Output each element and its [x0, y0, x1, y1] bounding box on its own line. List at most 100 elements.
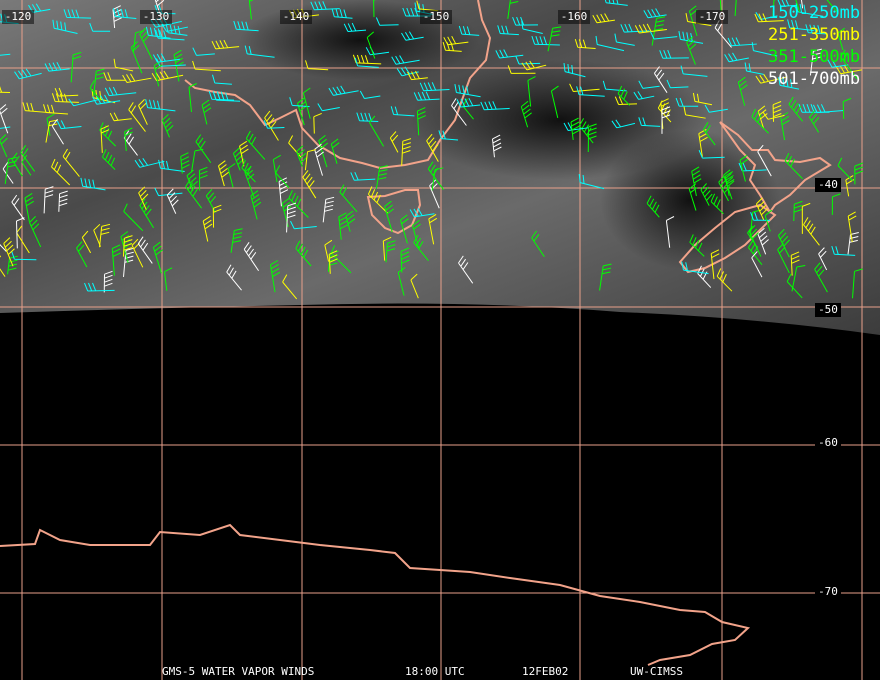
wind-barb [400, 247, 410, 273]
wind-barb [58, 190, 68, 212]
label-bg [815, 178, 841, 192]
wind-barb [328, 250, 338, 274]
wind-barb [809, 48, 822, 76]
wind-barb [847, 232, 859, 255]
wind-barb [103, 72, 126, 81]
wind-barb [620, 23, 650, 33]
wind-barb [451, 98, 467, 126]
label-bg [2, 10, 34, 24]
wind-barb [837, 157, 853, 182]
longitude-label: -170 [699, 10, 726, 23]
wind-barb [145, 99, 176, 112]
wind-barb [318, 135, 329, 168]
wind-barb [739, 154, 749, 182]
wind-barb [385, 240, 396, 263]
wind-barb [44, 61, 70, 72]
wind-barb [563, 63, 586, 78]
wind-barb [99, 223, 111, 248]
wind-barb [43, 104, 68, 115]
wind-barb [827, 58, 849, 68]
wind-barb [697, 265, 712, 288]
wind-barb [738, 162, 767, 172]
wind-barb [716, 268, 733, 292]
wind-barb [345, 210, 356, 232]
wind-barb [724, 52, 749, 63]
wind-barb [497, 25, 519, 36]
wind-barb [11, 250, 37, 261]
wind-barb [409, 207, 435, 218]
wind-barb [808, 110, 820, 133]
wind-barb [784, 152, 803, 180]
wind-barb [724, 171, 735, 196]
coastline-tasmania [366, 189, 422, 235]
wind-barb [70, 51, 82, 83]
wind-barb [328, 85, 359, 96]
wind-barb [747, 225, 758, 249]
wind-barb [831, 245, 856, 256]
wind-barb [527, 76, 536, 107]
wind-barb [89, 80, 102, 101]
wind-barb [241, 159, 256, 183]
wind-barb [296, 145, 308, 167]
wind-barb [186, 169, 199, 192]
wind-barb [354, 57, 379, 68]
wind-barb [788, 96, 803, 122]
wind-barb [102, 149, 116, 170]
latitude-label: -50 [818, 303, 838, 316]
wind-barb [675, 97, 699, 107]
wind-barb [512, 16, 538, 26]
wind-barb [382, 236, 392, 261]
wind-barb [112, 5, 122, 29]
wind-barb [22, 102, 53, 114]
wind-barb [614, 33, 635, 46]
legend-entry: 150-250mb [768, 3, 860, 23]
wind-barb [373, 0, 376, 18]
wind-barb [122, 235, 133, 257]
wind-barb [84, 282, 115, 292]
wind-barb [578, 118, 594, 144]
wind-barb [665, 216, 675, 248]
wind-barb [63, 9, 92, 19]
wind-barb [330, 138, 340, 164]
wind-barb [837, 27, 845, 51]
wind-barb [507, 65, 536, 74]
coastline-nz-north [719, 121, 832, 214]
wind-barb [375, 165, 389, 189]
wind-barb [3, 237, 15, 267]
wind-barb [201, 99, 212, 125]
wind-barb [286, 202, 297, 233]
wind-barb [412, 219, 421, 249]
wind-barb [43, 186, 54, 214]
wind-barb [666, 79, 689, 89]
wind-barb [818, 247, 828, 271]
wind-barb [698, 150, 725, 159]
wind-barb [152, 53, 180, 63]
wind-barb [521, 20, 543, 34]
wind-barb [633, 91, 655, 100]
wind-barb [302, 87, 311, 119]
wind-barb [152, 241, 163, 274]
wind-barb [93, 68, 105, 96]
wind-barb [213, 91, 241, 102]
wind-barb [795, 0, 801, 13]
wind-barb [218, 160, 229, 187]
label-bg [696, 10, 728, 24]
wind-barb [592, 13, 615, 24]
wind-barb [51, 93, 79, 103]
wind-barb [154, 0, 165, 17]
wind-barb [617, 85, 631, 106]
wind-barb [772, 101, 782, 122]
wind-barb [401, 138, 412, 166]
wind-barb [11, 152, 23, 177]
coastline-australia [184, 0, 492, 170]
wind-barb [16, 225, 30, 254]
wind-barb [123, 203, 144, 232]
wind-barb [401, 31, 424, 41]
wind-barb [698, 128, 708, 157]
wind-barb [826, 0, 840, 15]
wind-barb [230, 228, 243, 253]
footer-text: GMS-5 WATER VAPOR WINDS [162, 665, 314, 678]
wind-barb [158, 159, 185, 172]
wind-barb [442, 41, 462, 52]
